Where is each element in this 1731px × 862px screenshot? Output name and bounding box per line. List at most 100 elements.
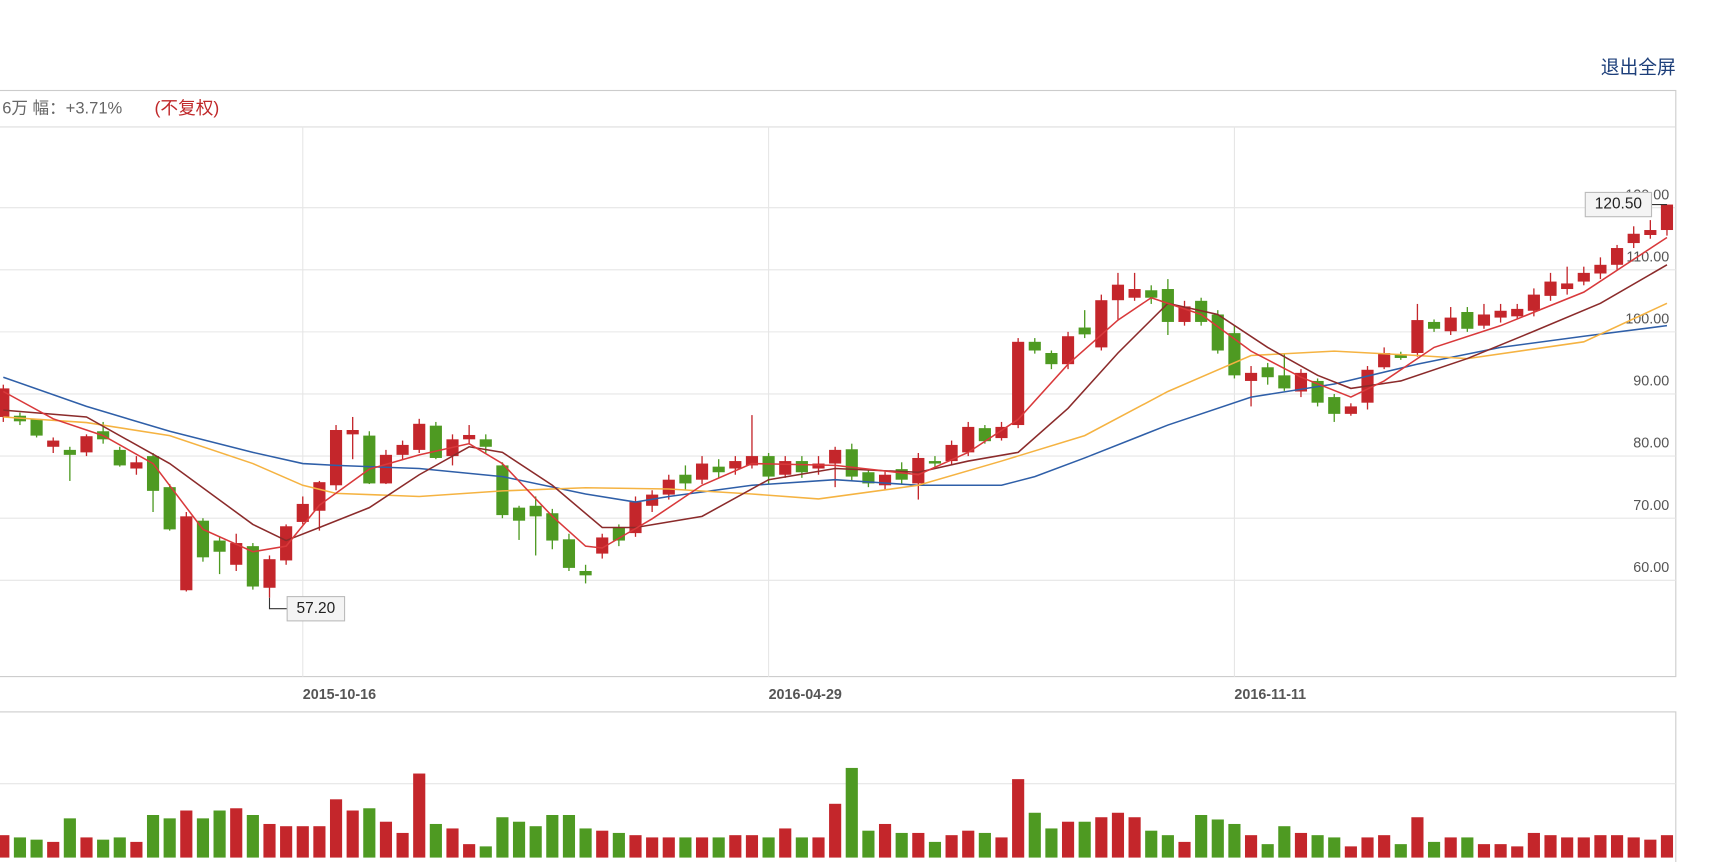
volume-bar (429, 823, 442, 858)
candle-body (413, 423, 426, 450)
volume-bar (1211, 819, 1224, 858)
candle-body (862, 472, 875, 484)
volume-bar (1028, 812, 1041, 858)
candle-body (1278, 375, 1291, 389)
volume-bar (912, 832, 925, 858)
volume-bar (1078, 821, 1091, 858)
volume-bar (1294, 832, 1308, 858)
volume-bar (1577, 837, 1590, 858)
candle-body (1095, 300, 1108, 348)
volume-bar (1610, 835, 1624, 858)
volume-bar (496, 817, 509, 858)
candle-body (263, 559, 276, 588)
volume-bar (1511, 846, 1524, 858)
volume-bar (1261, 844, 1274, 858)
candle-body (1061, 336, 1075, 365)
volume-bar (1128, 817, 1141, 858)
volume-bar (1111, 812, 1125, 858)
candle-body (1527, 294, 1540, 311)
moving-average-line (3, 302, 1668, 500)
candle-body (596, 537, 609, 554)
volume-bar (379, 821, 393, 858)
volume-bar (1544, 835, 1557, 858)
candle-body (1028, 341, 1041, 351)
candle-body (1294, 372, 1308, 392)
candle-body (1610, 248, 1624, 265)
volume-bar (529, 826, 542, 858)
candle-body (1561, 283, 1574, 290)
candle-body (1627, 233, 1640, 244)
low-label: 57.20 (297, 600, 336, 617)
candle-body (928, 461, 942, 464)
candle-body (729, 461, 742, 469)
volume-bar (246, 814, 259, 858)
candle-body (1427, 321, 1441, 329)
candle-body (512, 507, 526, 521)
volume-bar (1045, 828, 1058, 858)
candle-body (396, 444, 409, 455)
candle-body (1328, 397, 1341, 414)
price-panel (0, 89, 1677, 678)
y-tick-label: 100.00 (1625, 312, 1669, 328)
volume-bar (1228, 823, 1241, 858)
volume-bar (928, 841, 942, 858)
candle-body (795, 461, 808, 473)
y-tick-label: 70.00 (1633, 498, 1669, 514)
volume-bar (1561, 837, 1574, 858)
volume-bar (1244, 835, 1258, 858)
candle-body (1045, 352, 1058, 365)
volume-bar (396, 832, 409, 858)
candle-body (346, 430, 359, 435)
volume-bar (612, 832, 625, 858)
volume-bar (230, 808, 243, 858)
candle-body (1594, 264, 1607, 274)
volume-bar (679, 837, 692, 858)
volume-bar (130, 841, 143, 858)
volume-bar (629, 835, 642, 858)
volume-bar (1178, 841, 1191, 858)
volume-bar (1644, 839, 1657, 858)
x-tick-label: 2016-04-29 (769, 687, 842, 703)
candle-body (1128, 289, 1141, 298)
candle-body (1477, 314, 1491, 326)
volume-bar (745, 835, 759, 858)
candle-body (812, 463, 825, 469)
volume-bar (63, 818, 76, 858)
y-tick-label: 60.00 (1633, 560, 1669, 576)
candle-body (1211, 314, 1224, 351)
volume-bar (895, 832, 908, 858)
header-text: 6万 幅：+3.71% (2, 99, 122, 118)
candle-body (1344, 406, 1357, 414)
volume-bar (795, 837, 808, 858)
high-label-box (1584, 191, 1653, 218)
volume-bar (30, 839, 43, 858)
volume-bar (579, 828, 592, 858)
candle-body (163, 487, 176, 530)
volume-bar (479, 846, 492, 858)
candle-body (1378, 352, 1391, 368)
candle-body (1411, 320, 1424, 353)
candle-body (180, 516, 193, 591)
exit-fullscreen-button[interactable]: 退出全屏 (1601, 56, 1676, 77)
volume-bar (280, 826, 293, 858)
candle-body (230, 543, 243, 565)
volume-bar (363, 808, 376, 858)
candle-body (1494, 310, 1507, 318)
volume-bar (1012, 779, 1025, 858)
candle-body (1394, 354, 1407, 358)
volume-bar (213, 810, 226, 858)
candle-body (1111, 284, 1125, 301)
candle-body (745, 456, 759, 466)
volume-bar (596, 830, 609, 858)
candle-body (679, 474, 692, 484)
volume-bar (346, 810, 359, 858)
volume-bar (1195, 814, 1208, 858)
y-tick-label: 90.00 (1633, 374, 1669, 390)
volume-bar (1145, 830, 1158, 858)
volume-bar (446, 828, 459, 858)
candle-body (662, 479, 675, 495)
candle-body (30, 419, 43, 436)
volume-bar (562, 814, 576, 858)
candle-body (47, 440, 60, 447)
volume-bar (1427, 841, 1441, 858)
